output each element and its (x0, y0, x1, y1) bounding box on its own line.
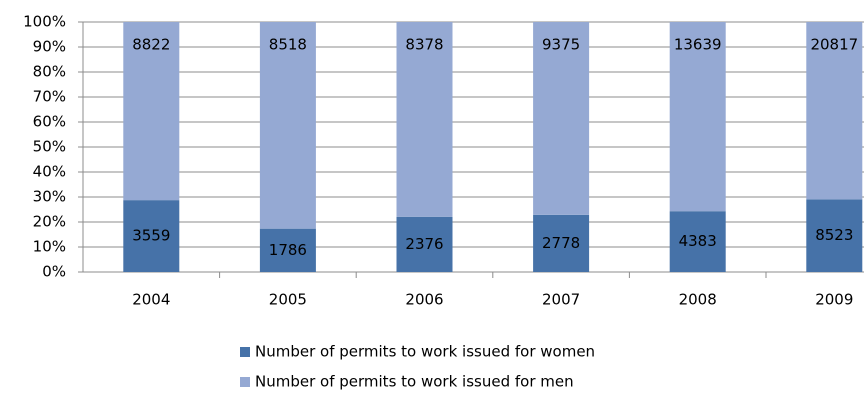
x-tick-label: 2008 (679, 291, 717, 309)
value-label: 8518 (269, 36, 307, 54)
legend-swatch (240, 377, 250, 387)
value-label: 20817 (810, 36, 858, 54)
value-label: 2778 (542, 234, 580, 252)
value-label: 2376 (405, 235, 443, 253)
bar-segment (396, 22, 453, 217)
bar-segment (669, 211, 726, 272)
y-tick-label: 0% (42, 263, 66, 281)
y-tick-label: 90% (33, 38, 66, 56)
x-tick-label: 2004 (132, 291, 170, 309)
value-label: 8523 (815, 226, 853, 244)
x-tick-label: 2006 (405, 291, 443, 309)
y-tick-label: 20% (33, 213, 66, 231)
x-tick-label: 2005 (269, 291, 307, 309)
y-tick-label: 100% (23, 13, 66, 31)
bar-segment (123, 200, 180, 272)
y-tick-label: 70% (33, 88, 66, 106)
bar-segment (669, 22, 726, 212)
bar-segment (806, 199, 863, 272)
legend-label: Number of permits to work issued for men (255, 373, 574, 391)
bar-segment (533, 214, 590, 272)
value-label: 3559 (132, 227, 170, 245)
value-label: 13639 (674, 36, 722, 54)
value-label: 4383 (679, 232, 717, 250)
legend-swatch (240, 347, 250, 357)
bar-segment (806, 22, 863, 200)
y-tick-label: 30% (33, 188, 66, 206)
x-tick-label: 2009 (815, 291, 853, 309)
y-tick-label: 50% (33, 138, 66, 156)
y-tick-label: 10% (33, 238, 66, 256)
bar-segment (396, 216, 453, 272)
x-tick-label: 2007 (542, 291, 580, 309)
legend-label: Number of permits to work issued for wom… (255, 343, 595, 361)
value-label: 1786 (269, 241, 307, 259)
value-label: 9375 (542, 36, 580, 54)
bar-segment (123, 22, 180, 201)
y-tick-label: 80% (33, 63, 66, 81)
y-tick-label: 60% (33, 113, 66, 131)
bar-segment (259, 22, 316, 229)
bar-segment (259, 228, 316, 272)
value-label: 8822 (132, 36, 170, 54)
value-label: 8378 (405, 36, 443, 54)
bar-segment (533, 22, 590, 215)
y-tick-label: 40% (33, 163, 66, 181)
